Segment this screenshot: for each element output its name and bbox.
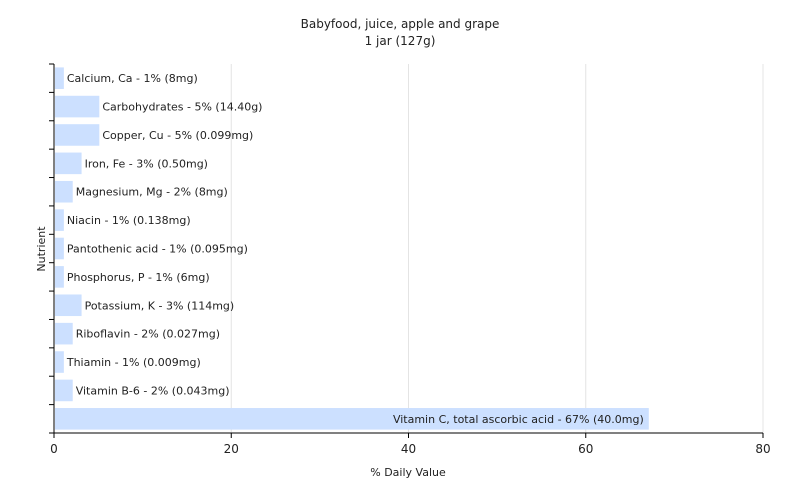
bars: Calcium, Ca - 1% (8mg) Carbohydrates - 5%… — [55, 67, 649, 430]
chart-subtitle: 1 jar (127g) — [365, 34, 436, 48]
x-tick-label: 0 — [50, 442, 58, 456]
bar — [55, 237, 64, 260]
x-tick-label: 20 — [224, 442, 239, 456]
bar-label: Thiamin - 1% (0.009mg) — [66, 356, 201, 369]
bar-label: Niacin - 1% (0.138mg) — [67, 214, 191, 227]
x-tick-label: 40 — [401, 442, 416, 456]
bar-label: Iron, Fe - 3% (0.50mg) — [85, 157, 208, 170]
x-tick-label: 80 — [755, 442, 770, 456]
y-axis-title: Nutrient — [35, 226, 48, 272]
bar — [55, 294, 82, 317]
bar — [55, 67, 64, 89]
bar-label: Pantothenic acid - 1% (0.095mg) — [67, 243, 248, 256]
bar — [55, 124, 100, 146]
x-axis-title: % Daily Value — [370, 466, 446, 479]
bar-label: Riboflavin - 2% (0.027mg) — [76, 328, 220, 341]
bar — [55, 152, 82, 175]
bar — [55, 209, 64, 231]
bar-label: Carbohydrates - 5% (14.40g) — [102, 101, 262, 114]
bar-label: Copper, Cu - 5% (0.099mg) — [102, 129, 253, 142]
chart-title: Babyfood, juice, apple and grape — [301, 17, 500, 31]
bar-label: Vitamin B-6 - 2% (0.043mg) — [76, 384, 230, 397]
x-tick-label: 60 — [578, 442, 593, 456]
bar-label: Calcium, Ca - 1% (8mg) — [67, 72, 198, 85]
bar-label: Phosphorus, P - 1% (6mg) — [67, 271, 210, 284]
bar-label: Potassium, K - 3% (114mg) — [85, 299, 235, 312]
axes: 0 20 40 60 80 — [49, 63, 771, 456]
bar — [55, 351, 64, 373]
bar — [55, 379, 73, 402]
bar — [55, 266, 64, 288]
bar — [55, 322, 73, 345]
bar-label: Vitamin C, total ascorbic acid - 67% (40… — [393, 413, 644, 426]
bar-label: Magnesium, Mg - 2% (8mg) — [76, 186, 228, 199]
grid-lines — [230, 64, 764, 433]
bar — [55, 95, 100, 118]
bar — [55, 180, 73, 203]
bar — [55, 408, 649, 430]
